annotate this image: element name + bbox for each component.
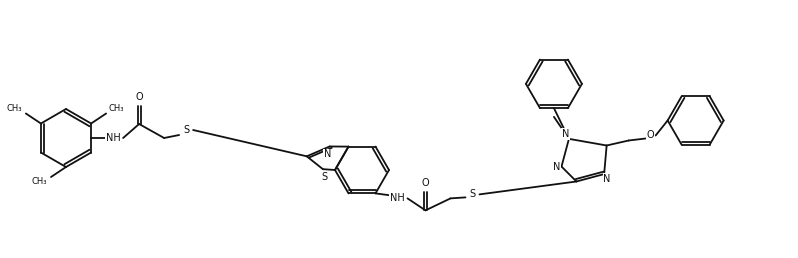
Text: S: S [322, 172, 328, 182]
Text: CH₃: CH₃ [31, 178, 47, 187]
Text: N: N [603, 174, 610, 184]
Text: NH: NH [390, 194, 405, 203]
Text: S: S [469, 189, 476, 199]
Text: O: O [136, 92, 143, 102]
Text: S: S [183, 125, 189, 135]
Text: CH₃: CH₃ [109, 104, 124, 113]
Text: O: O [647, 131, 654, 141]
Text: CH₃: CH₃ [6, 104, 22, 113]
Text: N: N [324, 149, 331, 159]
Text: N: N [553, 162, 560, 172]
Text: O: O [421, 178, 429, 188]
Text: N: N [563, 129, 570, 139]
Text: NH: NH [106, 133, 120, 143]
